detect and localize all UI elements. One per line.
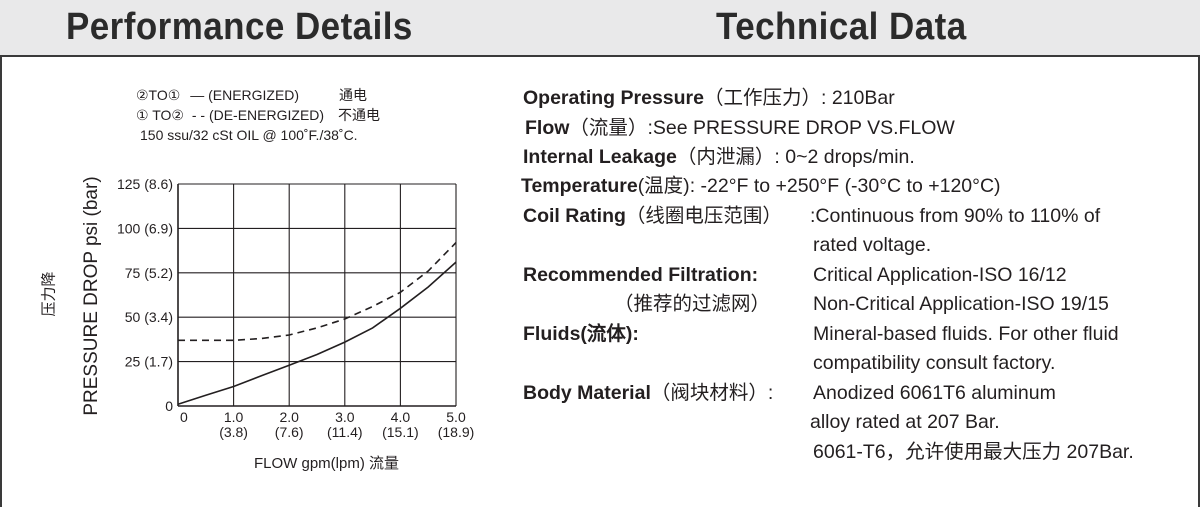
spec-fluids: Fluids(流体): — [523, 322, 639, 346]
spec-temperature: Temperature(温度): -22°F to +250°F (-30°C … — [521, 174, 1001, 198]
technical-data-title: Technical Data — [716, 6, 967, 48]
spec-internal-leakage: Internal Leakage（内泄漏）: 0~2 drops/min. — [523, 145, 915, 169]
y-tick-label: 50 (3.4) — [125, 309, 173, 325]
performance-details-title: Performance Details — [66, 6, 413, 48]
spec-pressure-label: Operating Pressure — [523, 87, 704, 109]
deenergized-series-line — [178, 242, 457, 342]
spec-temp-value: : -22°F to +250°F (-30°C to +120°C) — [689, 175, 1001, 197]
spec-operating-pressure: Operating Pressure（工作压力）: 210Bar — [523, 86, 895, 110]
y-tick-label: 75 (5.2) — [125, 265, 173, 281]
chart-ticks: 0 1.0(3.8) 2.0(7.6) 3.0(11.4) 4.0(15.1) 5.0(1… — [117, 176, 474, 440]
spec-temp-cn: (温度) — [637, 175, 690, 197]
legend-deenergized-cn: 不通电 — [337, 107, 380, 123]
y-tick-label: 0 — [165, 398, 173, 414]
x-tick-label: 1.0 — [224, 409, 244, 425]
chart-series — [177, 242, 457, 405]
spec-fluids-value2: compatibility consult factory. — [813, 352, 1056, 374]
spec-body-value: Anodized 6061T6 aluminum — [813, 382, 1056, 404]
legend-oil-note: 150 ssu/32 cSt OIL @ 100˚F./38˚C. — [140, 127, 358, 143]
legend-deenergized-tag: ① TO② — [136, 107, 184, 123]
legend-energized-tag: ②TO① — [136, 87, 181, 103]
spec-temp-label: Temperature — [521, 175, 638, 197]
spec-coil-rating: Coil Rating（线圈电压范围） — [523, 204, 782, 228]
x-tick-label: 2.0 — [279, 409, 299, 425]
legend-energized-cn: 通电 — [338, 87, 367, 103]
legend-deenergized: ① TO② - - (DE-ENERGIZED) 不通电 — [136, 106, 380, 125]
legend-dashed-line-symbol: - - — [191, 107, 206, 123]
left-border — [0, 57, 2, 507]
spec-fluids-label: Fluids — [523, 323, 581, 345]
spec-fluids-value: Mineral-based fluids. For other fluid — [813, 323, 1119, 345]
spec-flow-cn: （流量） — [569, 117, 648, 139]
spec-coil-value2: rated voltage. — [813, 234, 932, 256]
x-tick-sublabel: (7.6) — [275, 424, 304, 440]
spec-filtration-label: Recommended Filtration: — [523, 263, 758, 287]
energized-series-line — [177, 261, 457, 405]
spec-pressure-cn: （工作压力） — [703, 87, 821, 109]
legend-energized-text: (ENERGIZED) — [208, 87, 300, 103]
spec-coil-label: Coil Rating — [523, 205, 626, 227]
x-tick-sublabel: (18.9) — [438, 424, 475, 440]
spec-flow-value: :See PRESSURE DROP VS.FLOW — [647, 117, 955, 139]
pressure-drop-chart: 0 1.0(3.8) 2.0(7.6) 3.0(11.4) 4.0(15.1) 5.0(1… — [117, 176, 474, 440]
spec-flow-label: Flow — [525, 117, 570, 139]
spec-body-cn: （阀块材料）: — [650, 382, 774, 404]
spec-body-value2: alloy rated at 207 Bar. — [810, 411, 1000, 433]
spec-body-material: Body Material（阀块材料）: — [523, 381, 773, 405]
spec-filtration-value2: Non-Critical Application-ISO 19/15 — [813, 293, 1109, 315]
x-tick-label: 4.0 — [391, 409, 411, 425]
y-tick-label: 25 (1.7) — [125, 354, 173, 370]
header-band — [0, 0, 1200, 55]
spec-filtration-cn: （推荐的过滤网） — [614, 293, 771, 315]
header-divider — [0, 55, 1200, 57]
right-border — [1198, 57, 1200, 507]
x-tick-sublabel: (11.4) — [327, 424, 363, 440]
x-tick-sublabel: (3.8) — [219, 424, 248, 440]
spec-leakage-value: : 0~2 drops/min. — [774, 146, 915, 168]
spec-flow: Flow（流量）:See PRESSURE DROP VS.FLOW — [525, 116, 955, 140]
spec-body-label: Body Material — [523, 382, 651, 404]
x-tick-label: 0 — [180, 409, 188, 425]
legend-energized: ②TO① — (ENERGIZED) 通电 — [136, 86, 367, 105]
y-tick-label: 100 (6.9) — [117, 220, 173, 236]
x-tick-label: 3.0 — [335, 409, 355, 425]
spec-coil-value: :Continuous from 90% to 110% of — [810, 205, 1101, 227]
legend-deenergized-text: (DE-ENERGIZED) — [208, 107, 325, 123]
x-tick-sublabel: (15.1) — [382, 424, 419, 440]
legend-solid-line-symbol: — — [190, 87, 205, 103]
spec-leakage-cn: （内泄漏） — [676, 146, 775, 168]
y-tick-label: 125 (8.6) — [117, 176, 173, 192]
chart-grid — [177, 183, 457, 407]
spec-filtration-value: Critical Application-ISO 16/12 — [813, 264, 1067, 286]
spec-coil-cn: （线圈电压范围） — [625, 205, 782, 227]
spec-filtration-label-text: Recommended Filtration: — [523, 264, 759, 286]
x-tick-label: 5.0 — [446, 409, 466, 425]
spec-pressure-value: : 210Bar — [821, 87, 895, 109]
spec-body-value3: 6061-T6，允许使用最大压力 207Bar. — [813, 441, 1134, 463]
x-axis-label: FLOW gpm(lpm) 流量 — [254, 455, 400, 472]
spec-leakage-label: Internal Leakage — [523, 146, 677, 168]
spec-fluids-cn: (流体): — [580, 323, 639, 345]
